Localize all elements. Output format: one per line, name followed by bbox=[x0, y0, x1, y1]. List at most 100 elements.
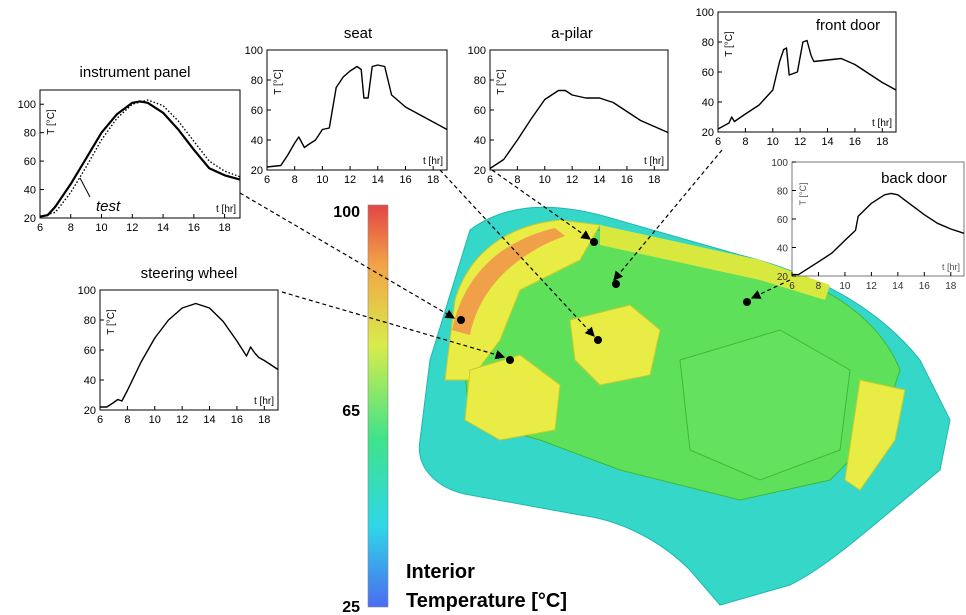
y-tick-label: 100 bbox=[18, 99, 36, 111]
sensor-instrument-panel bbox=[457, 316, 465, 324]
y-tick-label: 80 bbox=[777, 187, 789, 198]
y-tick-label: 60 bbox=[777, 215, 789, 226]
x-tick-label: 14 bbox=[593, 174, 605, 186]
sensor-front-door bbox=[612, 280, 620, 288]
y-axis-label: T [°C] bbox=[46, 109, 57, 135]
leader-back-door bbox=[750, 279, 791, 299]
x-tick-label: 14 bbox=[203, 414, 215, 426]
x-tick-label: 12 bbox=[126, 222, 138, 234]
y-tick-label: 60 bbox=[702, 67, 714, 79]
x-tick-label: 12 bbox=[344, 174, 356, 186]
x-tick-label: 16 bbox=[919, 281, 931, 292]
y-tick-label: 40 bbox=[777, 244, 789, 255]
y-tick-label: 40 bbox=[702, 97, 714, 109]
plot-frame bbox=[791, 161, 965, 277]
y-tick-label: 20 bbox=[84, 405, 96, 417]
chart-seat: seat 6 8 10 12 14 16 18 20 40 60 80 100 t [hr] T [°C] bbox=[245, 25, 448, 186]
x-tick-label: 8 bbox=[514, 174, 520, 186]
car-front-seat-left bbox=[464, 354, 561, 441]
x-tick-label: 14 bbox=[821, 136, 833, 148]
chart-title: back door bbox=[881, 170, 947, 187]
x-tick-label: 16 bbox=[188, 222, 200, 234]
x-tick-label: 16 bbox=[621, 174, 633, 186]
colorbar-min-label: 25 bbox=[342, 599, 360, 615]
series-line-model bbox=[792, 192, 965, 276]
y-tick-label: 20 bbox=[474, 165, 486, 177]
leader-steering-wheel bbox=[281, 291, 506, 360]
x-tick-label: 8 bbox=[124, 414, 130, 426]
plot-frame bbox=[39, 89, 241, 219]
x-tick-label: 12 bbox=[794, 136, 806, 148]
x-tick-label: 14 bbox=[372, 174, 384, 186]
x-tick-label: 18 bbox=[427, 174, 439, 186]
x-tick-label: 12 bbox=[566, 174, 578, 186]
sensor-seat bbox=[594, 336, 602, 344]
x-tick-label: 6 bbox=[789, 281, 795, 292]
chart-title: instrument panel bbox=[80, 64, 191, 81]
sensor-back-door bbox=[743, 298, 751, 306]
y-tick-label: 20 bbox=[251, 165, 263, 177]
y-tick-label: 20 bbox=[702, 127, 714, 139]
x-tick-label: 6 bbox=[37, 222, 43, 234]
x-tick-label: 8 bbox=[742, 136, 748, 148]
plot-frame bbox=[489, 49, 669, 171]
y-axis-label: T [°C] bbox=[273, 69, 284, 95]
y-tick-label: 60 bbox=[24, 156, 36, 168]
colorbar-mid-label: 65 bbox=[342, 403, 360, 420]
y-tick-label: 40 bbox=[24, 185, 36, 197]
sensor-points bbox=[457, 238, 751, 364]
x-tick-label: 18 bbox=[648, 174, 660, 186]
x-tick-label: 6 bbox=[97, 414, 103, 426]
x-tick-label: 8 bbox=[816, 281, 822, 292]
x-tick-label: 10 bbox=[839, 281, 851, 292]
leader-seat bbox=[439, 169, 595, 337]
y-tick-label: 100 bbox=[771, 158, 788, 169]
x-tick-label: 8 bbox=[292, 174, 298, 186]
colorbar-title-line1: Interior bbox=[406, 561, 475, 583]
chart-front-door: front door 6 8 10 12 14 16 18 20 40 60 80 100 t [hr] T… bbox=[696, 7, 897, 148]
x-tick-label: 18 bbox=[218, 222, 230, 234]
chart-title: seat bbox=[344, 25, 373, 42]
x-tick-label: 10 bbox=[95, 222, 107, 234]
chart-steering-wheel: steering wheel 6 8 10 12 14 16 18 20 40 60 80 100 t [… bbox=[78, 265, 279, 426]
x-tick-label: 16 bbox=[231, 414, 243, 426]
x-tick-label: 16 bbox=[849, 136, 861, 148]
y-tick-label: 100 bbox=[468, 45, 486, 57]
y-axis-label: T [°C] bbox=[724, 31, 735, 57]
y-tick-label: 100 bbox=[245, 45, 263, 57]
chart-instrument-panel: instrument panel 6 8 10 12 14 16 18 20 40 60 80 100 t… bbox=[18, 64, 241, 234]
leader-front-door bbox=[613, 149, 723, 281]
x-tick-label: 10 bbox=[767, 136, 779, 148]
plot-frame bbox=[99, 289, 279, 411]
x-tick-label: 10 bbox=[149, 414, 161, 426]
chart-title: front door bbox=[816, 17, 880, 34]
x-tick-label: 12 bbox=[866, 281, 878, 292]
series-line-model bbox=[489, 89, 669, 170]
x-tick-label: 10 bbox=[316, 174, 328, 186]
colorbar-max-label: 100 bbox=[333, 204, 360, 221]
series-line-model bbox=[39, 100, 241, 218]
x-axis-label: t [hr] bbox=[644, 156, 664, 167]
y-tick-label: 20 bbox=[777, 272, 789, 283]
y-axis-label: T [°C] bbox=[798, 183, 808, 206]
chart-title: a-pilar bbox=[551, 25, 593, 42]
y-tick-label: 60 bbox=[84, 345, 96, 357]
annotation-pointer bbox=[79, 177, 91, 198]
x-tick-label: 6 bbox=[264, 174, 270, 186]
colorbar: 100 65 25 Interior Temperature [°C] bbox=[333, 204, 567, 615]
x-tick-label: 14 bbox=[157, 222, 169, 234]
x-tick-label: 12 bbox=[176, 414, 188, 426]
car-thermal-model-image bbox=[418, 206, 951, 606]
x-axis-label: t [hr] bbox=[254, 396, 274, 407]
y-tick-label: 80 bbox=[24, 128, 36, 140]
x-tick-label: 18 bbox=[945, 281, 957, 292]
y-axis-label: T [°C] bbox=[496, 69, 507, 95]
plot-frame bbox=[266, 49, 448, 171]
series-line-model bbox=[100, 302, 279, 408]
series-line-model bbox=[717, 39, 897, 130]
series-line-model bbox=[266, 64, 448, 168]
chart-group: instrument panel 6 8 10 12 14 16 18 20 40 60 80 100 t… bbox=[18, 7, 965, 426]
car-dashboard bbox=[444, 219, 601, 381]
y-tick-label: 60 bbox=[474, 105, 486, 117]
